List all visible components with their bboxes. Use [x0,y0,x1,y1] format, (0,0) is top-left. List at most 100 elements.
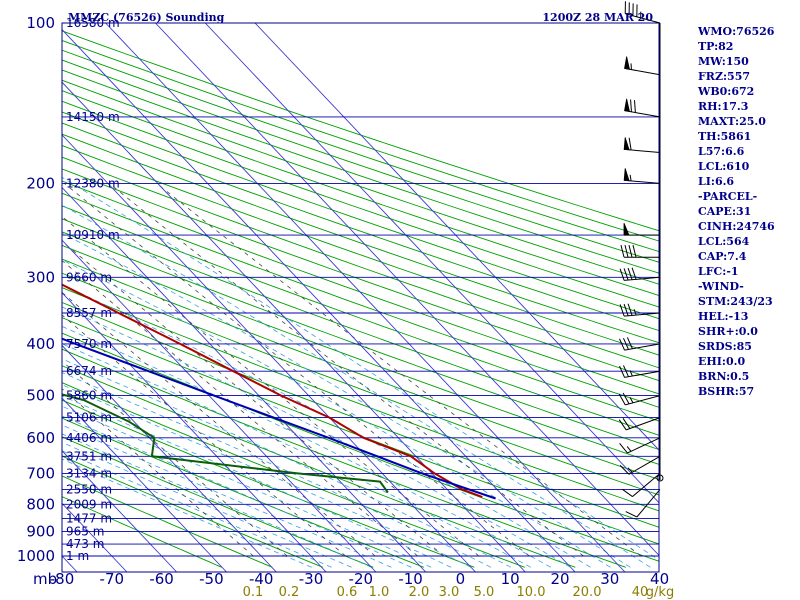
pressure-tick-label: 800 [26,495,55,513]
dry-adiabat [62,133,659,344]
mixing-ratio-line [62,260,418,557]
temperature-tick-label: 30 [600,570,619,588]
wind-barb [620,245,660,258]
moist-adiabat [62,405,432,568]
isotherm-tail [609,555,626,572]
moist-adiabat [62,343,531,568]
dry-adiabat [62,436,374,568]
isotherm [62,450,162,557]
pressure-tick-label: 200 [26,174,55,192]
pressure-tick-label: 100 [26,14,55,32]
dry-adiabat [62,168,659,382]
wind-barbs [618,1,664,518]
height-label: 8557 m [66,306,112,320]
temperature-tick-label: 20 [550,570,569,588]
plot-frame [61,22,660,573]
height-label: 7570 m [66,337,112,351]
index-line: HEL:-13 [698,310,748,323]
dewpoint-profile [62,393,389,494]
wind-barb [623,222,660,236]
temperature-tick-label: -70 [100,570,125,588]
valid-time: 1200Z 28 MAR 20 [542,11,653,24]
grid-layer [62,23,659,572]
dry-adiabat [62,122,659,332]
index-line: WB0:672 [697,85,754,98]
index-line: L57:6.6 [698,145,745,158]
index-line: EHI:0.0 [698,355,745,368]
moist-adiabat [62,395,452,568]
isotherm [62,28,561,557]
dry-adiabat [62,69,659,274]
mixing-ratio-label: 3.0 [439,585,460,600]
dry-adiabat [62,49,659,253]
dry-adiabat [62,90,659,296]
temperature-tick-label: -60 [149,570,174,588]
dry-adiabat [62,455,323,568]
index-line: MW:150 [698,55,749,68]
wind-barb [623,137,661,153]
mixing-ratio-label: 5.0 [474,585,495,600]
dry-adiabat [62,59,659,263]
dry-adiabat [62,205,659,422]
pressure-tick-label: 500 [26,387,55,405]
pressure-tick-label: 400 [26,335,55,353]
temperature-tick-label: 0 [456,570,466,588]
height-label: 2009 m [66,497,112,511]
moist-adiabat [62,358,512,568]
isotherm-tail [211,555,227,572]
temperature-tick-label: 40 [650,570,669,588]
wind-barb [619,337,661,351]
dry-adiabat [62,218,659,436]
surface-wind-marker [656,474,664,482]
isotherm-tail [559,555,576,572]
height-label: 5106 m [66,411,112,425]
isotherm-tail [410,555,427,572]
isotherm [62,186,411,557]
stability-indices-panel: WMO:76526 TP:82 MW:150 FRZ:557 WB0:672 RH:17.… [697,25,775,398]
index-line: LCL:610 [698,160,750,173]
index-line: TH:5861 [698,130,751,143]
isotherm [62,134,461,557]
temperature-tick-label: -50 [199,570,224,588]
dry-adiabat [62,332,659,562]
pressure-tick-label: 600 [26,429,55,447]
height-label: 6674 m [66,364,112,378]
isotherm-tail [310,555,327,572]
dry-adiabat [62,258,659,480]
dry-adiabat [62,192,659,408]
isotherm [155,23,659,557]
index-line: LFC:-1 [698,265,739,278]
index-line: SHR+:0.0 [698,325,758,338]
isotherm-tail [62,555,78,572]
wind-barb [623,168,661,184]
wind-barb [624,56,661,76]
mixing-ratio-label: 40 [632,585,649,600]
isotherm [62,239,362,557]
isotherm-tail [161,555,178,572]
index-line: TP:82 [698,40,733,53]
wind-barb [619,455,661,475]
index-line: -WIND- [698,280,744,293]
height-label: 2550 m [66,482,112,496]
moist-adiabat [62,424,392,568]
moist-adiabat [62,259,611,568]
isotherm-tail [360,555,377,572]
wind-barb [619,267,661,281]
chart-title: MMZC (76526) Sounding [68,11,225,24]
index-line: SRDS:85 [698,340,752,353]
index-line: RH:17.3 [698,100,748,113]
isotherm-tail [509,555,526,572]
dry-adiabat [62,111,659,320]
isotherm [105,23,611,557]
profiles-layer [62,283,496,500]
pressure-tick-label: 1000 [17,547,55,565]
dry-adiabat [62,156,659,369]
temperature-tick-label: -10 [398,570,423,588]
mixing-ratio-label: 2.0 [409,585,430,600]
wind-barb [622,473,661,497]
height-label: 1 m [66,549,89,563]
isotherm [62,292,312,557]
height-label: 12380 m [66,176,120,190]
isotherm [204,23,659,504]
